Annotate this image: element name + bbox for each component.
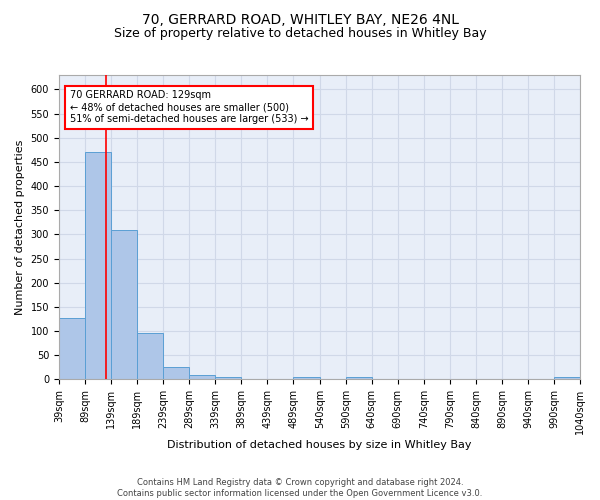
X-axis label: Distribution of detached houses by size in Whitley Bay: Distribution of detached houses by size … [167,440,472,450]
Bar [293,376,320,380]
Bar [59,318,85,380]
Bar [137,333,163,380]
Text: 70, GERRARD ROAD, WHITLEY BAY, NE26 4NL: 70, GERRARD ROAD, WHITLEY BAY, NE26 4NL [142,12,458,26]
Bar [189,374,215,380]
Bar [85,152,111,380]
Bar [111,230,137,380]
Bar [163,368,189,380]
Bar [346,376,372,380]
Bar [554,377,580,380]
Text: Contains HM Land Registry data © Crown copyright and database right 2024.
Contai: Contains HM Land Registry data © Crown c… [118,478,482,498]
Y-axis label: Number of detached properties: Number of detached properties [15,140,25,315]
Bar [215,376,241,380]
Text: Size of property relative to detached houses in Whitley Bay: Size of property relative to detached ho… [113,28,487,40]
Text: 70 GERRARD ROAD: 129sqm
← 48% of detached houses are smaller (500)
51% of semi-d: 70 GERRARD ROAD: 129sqm ← 48% of detache… [70,90,308,124]
